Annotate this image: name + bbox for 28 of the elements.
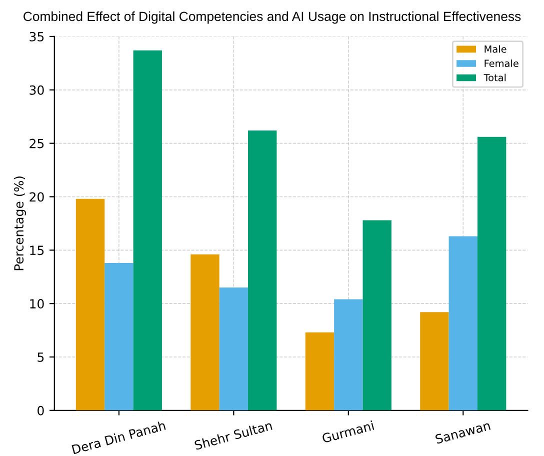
x-tick-label: Shehr Sultan <box>194 420 272 450</box>
bar <box>248 130 277 410</box>
bar <box>362 220 392 410</box>
bar <box>334 299 363 410</box>
legend-label: Female <box>484 60 518 68</box>
bar <box>190 254 220 410</box>
y-tick-label: 30 <box>30 85 44 95</box>
bar <box>477 136 506 410</box>
legend-label: Male <box>484 45 506 53</box>
bar <box>448 236 478 410</box>
bar <box>420 312 449 410</box>
y-tick-label: 10 <box>30 299 44 308</box>
y-tick-label: 25 <box>30 138 44 148</box>
bar <box>219 288 248 410</box>
bar <box>133 50 162 410</box>
y-tick-label: 15 <box>30 246 44 256</box>
y-tick-label: 35 <box>30 32 44 42</box>
bar <box>305 332 334 410</box>
bar <box>76 198 105 410</box>
bar <box>104 262 134 410</box>
x-tick-label: Dera Din Panah <box>72 420 166 454</box>
y-tick-label: 5 <box>38 352 44 362</box>
y-tick-label: 0 <box>38 406 44 416</box>
y-axis-title: Percentage (%) <box>14 176 26 270</box>
chart-title: Combined Effect of Digital Competencies and AI Usage on Instructional Effectiveness <box>24 11 521 24</box>
x-tick-label: Sanawan <box>434 420 491 444</box>
y-tick-label: 20 <box>30 192 44 202</box>
legend-label: Total <box>484 74 506 82</box>
